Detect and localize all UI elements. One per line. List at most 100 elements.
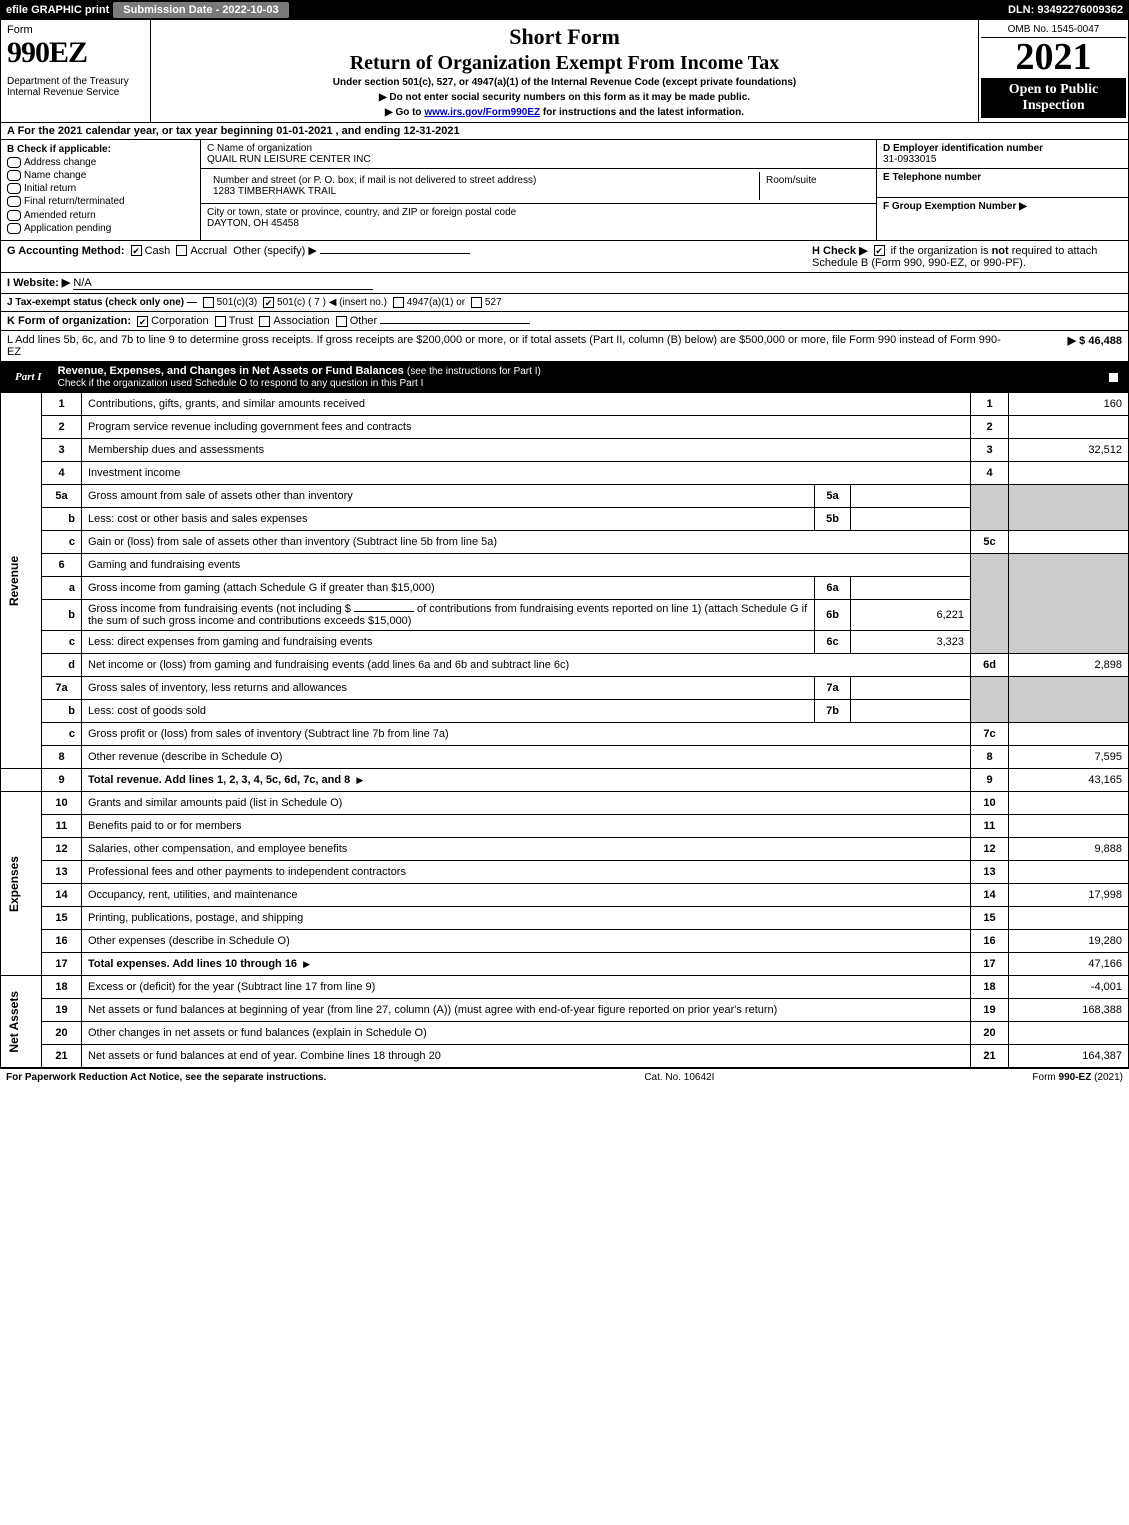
line-15: 15 Printing, publications, postage, and … (1, 907, 1129, 930)
k-label: K Form of organization: (7, 315, 131, 327)
c-room-label: Room/suite (760, 172, 870, 200)
line-9: 9 Total revenue. Add lines 1, 2, 3, 4, 5… (1, 769, 1129, 792)
chk-cash[interactable] (131, 245, 142, 256)
i-label: I Website: ▶ (7, 277, 70, 289)
return-title: Return of Organization Exempt From Incom… (157, 52, 972, 75)
k-corp: Corporation (151, 315, 208, 327)
c-name-label: C Name of organization (207, 143, 870, 154)
section-j: J Tax-exempt status (check only one) — 5… (0, 294, 1129, 312)
chk-other[interactable] (336, 316, 347, 327)
l-text: L Add lines 5b, 6c, and 7b to line 9 to … (7, 334, 1002, 358)
open-to-public: Open to Public Inspection (981, 78, 1126, 118)
line-20: 20 Other changes in net assets or fund b… (1, 1022, 1129, 1045)
g-other-input[interactable] (320, 253, 470, 254)
chk-501c[interactable] (263, 297, 274, 308)
under-section: Under section 501(c), 527, or 4947(a)(1)… (157, 77, 972, 88)
form-header: Form 990EZ Department of the Treasury In… (0, 20, 1129, 123)
b-opt-initial: Initial return (24, 183, 76, 194)
short-form-title: Short Form (157, 24, 972, 50)
k-other-input[interactable] (380, 323, 530, 324)
arrow-icon (353, 774, 366, 786)
b-opt-amended: Amended return (24, 210, 96, 221)
chk-501c3[interactable] (203, 297, 214, 308)
footer-cat: Cat. No. 10642I (644, 1072, 714, 1083)
line-6c: c Less: direct expenses from gaming and … (1, 631, 1129, 654)
line-13: 13 Professional fees and other payments … (1, 861, 1129, 884)
line-6d: d Net income or (loss) from gaming and f… (1, 654, 1129, 677)
line-3: 3 Membership dues and assessments 3 32,5… (1, 439, 1129, 462)
dln-label: DLN: 93492276009362 (1008, 4, 1123, 16)
g-label: G Accounting Method: (7, 245, 125, 257)
chk-schedule-o[interactable] (1108, 372, 1119, 383)
chk-pending[interactable] (7, 223, 21, 234)
line-6b-desc: Gross income from fundraising events (no… (82, 600, 815, 631)
chk-name[interactable] (7, 170, 21, 181)
chk-trust[interactable] (215, 316, 226, 327)
b-opt-final: Final return/terminated (24, 197, 125, 208)
line-17: 17 Total expenses. Add lines 10 through … (1, 953, 1129, 976)
section-a: A For the 2021 calendar year, or tax yea… (0, 123, 1129, 140)
k-other: Other (350, 315, 378, 327)
submission-date: Submission Date - 2022-10-03 (113, 2, 288, 18)
line-4: 4 Investment income 4 (1, 462, 1129, 485)
no-ssn-note: ▶ Do not enter social security numbers o… (157, 92, 972, 103)
l6b-a: Gross income from fundraising events (no… (88, 603, 351, 615)
line-11: 11 Benefits paid to or for members 11 (1, 815, 1129, 838)
chk-corp[interactable] (137, 316, 148, 327)
g-other: Other (specify) ▶ (233, 245, 317, 257)
form-word: Form (7, 24, 144, 36)
footer-form-b: 990-EZ (1059, 1072, 1092, 1083)
line-1: Revenue 1 Contributions, gifts, grants, … (1, 393, 1129, 416)
line-7c: c Gross profit or (loss) from sales of i… (1, 723, 1129, 746)
chk-initial[interactable] (7, 183, 21, 194)
line-6: 6 Gaming and fundraising events (1, 554, 1129, 577)
i-value: N/A (73, 277, 373, 290)
side-revenue: Revenue (1, 393, 42, 769)
b-opt-pending: Application pending (24, 223, 111, 234)
section-c: C Name of organization QUAIL RUN LEISURE… (201, 140, 876, 240)
part-i-check-note: Check if the organization used Schedule … (58, 378, 424, 389)
chk-527[interactable] (471, 297, 482, 308)
line-14: 14 Occupancy, rent, utilities, and maint… (1, 884, 1129, 907)
l17-desc: Total expenses. Add lines 10 through 16 (88, 958, 297, 970)
line-8: 8 Other revenue (describe in Schedule O)… (1, 746, 1129, 769)
j-527: 527 (485, 297, 502, 308)
chk-amended[interactable] (7, 210, 21, 221)
tax-year: 2021 (981, 38, 1126, 76)
section-b: B Check if applicable: Address change Na… (1, 140, 201, 240)
f-label: F Group Exemption Number ▶ (883, 201, 1027, 212)
chk-assoc[interactable] (259, 316, 270, 327)
section-def: D Employer identification number 31-0933… (876, 140, 1128, 240)
part-i-title-note: (see the instructions for Part I) (407, 366, 541, 377)
goto-a: ▶ Go to (385, 107, 424, 118)
footer-left: For Paperwork Reduction Act Notice, see … (6, 1072, 326, 1083)
c-street-label: Number and street (or P. O. box, if mail… (213, 175, 753, 186)
goto-link[interactable]: www.irs.gov/Form990EZ (424, 107, 540, 118)
chk-final[interactable] (7, 196, 21, 207)
chk-address[interactable] (7, 157, 21, 168)
chk-4947[interactable] (393, 297, 404, 308)
chk-accrual[interactable] (176, 245, 187, 256)
part-i-header: Part I Revenue, Expenses, and Changes in… (0, 362, 1129, 393)
l6b-underline[interactable] (354, 611, 414, 612)
e-label: E Telephone number (883, 172, 981, 183)
part-i-table: Revenue 1 Contributions, gifts, grants, … (0, 393, 1129, 1069)
dept-label: Department of the Treasury Internal Reve… (7, 76, 144, 98)
part-i-title-main: Revenue, Expenses, and Changes in Net As… (58, 365, 404, 377)
section-h: H Check ▶ if the organization is not req… (812, 244, 1122, 269)
line-18: Net Assets 18 Excess or (deficit) for th… (1, 976, 1129, 999)
footer-form-c: (2021) (1091, 1072, 1123, 1083)
line-19: 19 Net assets or fund balances at beginn… (1, 999, 1129, 1022)
chk-h[interactable] (874, 245, 885, 256)
side-expenses: Expenses (1, 792, 42, 976)
section-i: I Website: ▶ N/A (0, 273, 1129, 294)
top-bar: efile GRAPHIC print Submission Date - 20… (0, 0, 1129, 20)
line-12: 12 Salaries, other compensation, and emp… (1, 838, 1129, 861)
footer-form-a: Form (1032, 1072, 1058, 1083)
page-footer: For Paperwork Reduction Act Notice, see … (0, 1068, 1129, 1086)
side-netassets: Net Assets (1, 976, 42, 1068)
line-21: 21 Net assets or fund balances at end of… (1, 1045, 1129, 1068)
line-5b: b Less: cost or other basis and sales ex… (1, 508, 1129, 531)
line-6a: a Gross income from gaming (attach Sched… (1, 577, 1129, 600)
l-amount: ▶ $ 46,488 (1002, 334, 1122, 347)
